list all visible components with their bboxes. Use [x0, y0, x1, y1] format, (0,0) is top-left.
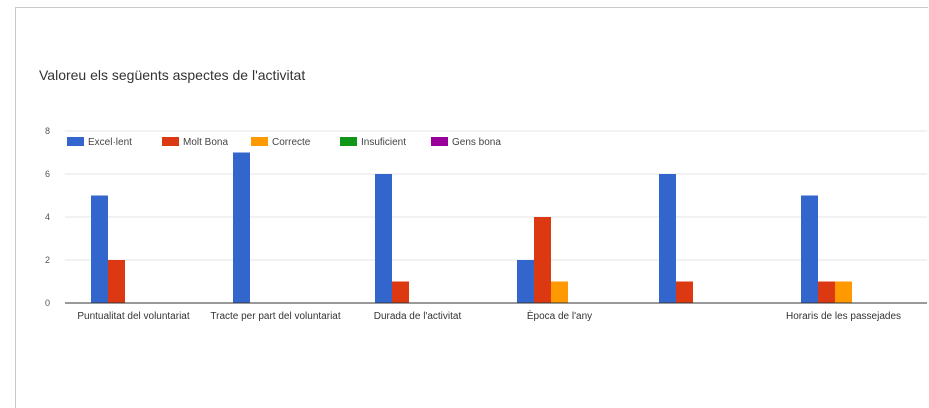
bar-3-6 [835, 281, 852, 303]
bar-1-1 [91, 195, 108, 303]
bar-2-5 [676, 281, 693, 303]
legend-label: Excel·lent [88, 137, 132, 148]
legend-swatch [67, 137, 84, 146]
bar-1-3 [375, 174, 392, 303]
bar-3-4 [551, 281, 568, 303]
x-tick-label: Durada de l'activitat [374, 311, 462, 322]
y-tick-label: 6 [45, 169, 50, 179]
legend-label: Molt Bona [183, 137, 228, 148]
bar-2-3 [392, 281, 409, 303]
legend-swatch [162, 137, 179, 146]
chart-card [15, 7, 928, 408]
y-tick-label: 0 [45, 298, 50, 308]
x-tick-label: Puntualitat del voluntariat [77, 311, 190, 322]
bar-1-4 [517, 260, 534, 303]
legend-swatch [431, 137, 448, 146]
bar-2-1 [108, 260, 125, 303]
legend-label: Insuficient [361, 137, 406, 148]
bar-1-5 [659, 174, 676, 303]
legend-swatch [251, 137, 268, 146]
bar-2-6 [818, 281, 835, 303]
chart-title: Valoreu els següents aspectes de l'activ… [39, 67, 306, 83]
legend-label: Correcte [272, 137, 311, 148]
legend-swatch [340, 137, 357, 146]
y-tick-label: 4 [45, 212, 50, 222]
x-tick-label: Tracte per part del voluntariat [210, 311, 340, 322]
y-tick-label: 8 [45, 126, 50, 136]
x-tick-label: Època de l'any [527, 309, 592, 322]
legend-label: Gens bona [452, 137, 501, 148]
y-tick-label: 2 [45, 255, 50, 265]
bar-chart: 0 2 4 6 8 Puntualitat del voluntariat Tracte p… [45, 126, 927, 322]
bar-1-6 [801, 195, 818, 303]
x-tick-label: Horaris de les passejades [786, 311, 901, 322]
bar-1-2 [233, 152, 250, 303]
bar-2-4 [534, 217, 551, 303]
